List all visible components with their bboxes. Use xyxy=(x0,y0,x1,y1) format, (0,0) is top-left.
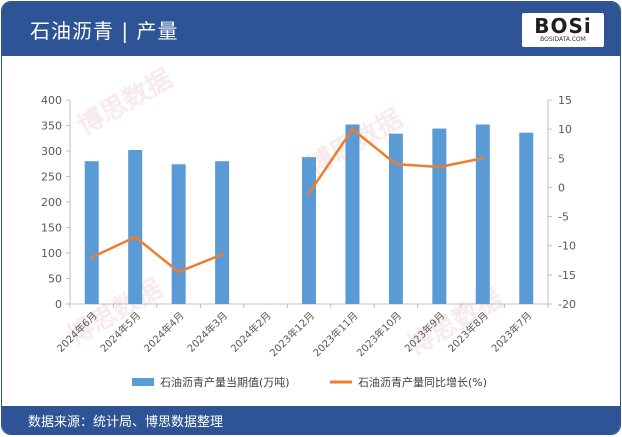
bar xyxy=(215,161,230,304)
production-chart: 0 50 100 150 200 250 300 350 400 -20 -15 -10 -5 0 5 10 1… xyxy=(41,94,576,389)
header-bar: 石油沥青 | 产量 BOSi BOSIDATA.COM xyxy=(2,2,620,56)
x-tick-label: 2023年8月 xyxy=(445,309,491,355)
logo-text: BOSi xyxy=(534,14,592,38)
y-left-tick-label: 150 xyxy=(41,222,62,235)
bar xyxy=(171,164,186,304)
page-title: 石油沥青 | 产量 xyxy=(30,19,179,43)
x-tick-label: 2024年6月 xyxy=(54,309,100,355)
bar xyxy=(388,133,403,304)
y-left-tick-label: 350 xyxy=(41,120,62,133)
y-left-tick-label: 400 xyxy=(41,94,62,107)
x-tick-label: 2024年2月 xyxy=(228,309,274,355)
y-left-tick-label: 250 xyxy=(41,171,62,184)
y-right-tick-label: -10 xyxy=(558,240,576,253)
line-point xyxy=(437,165,441,169)
x-tick-label: 2023年7月 xyxy=(489,309,535,355)
logo-subtext: BOSIDATA.COM xyxy=(540,36,586,43)
line-point xyxy=(307,191,311,195)
line-point xyxy=(220,252,224,256)
line-point xyxy=(350,127,354,131)
bar xyxy=(432,128,447,304)
line-point xyxy=(394,162,398,166)
y-left-tick-label: 200 xyxy=(41,196,62,209)
y-right-tick-label: 10 xyxy=(558,123,572,136)
bosi-logo: BOSi BOSIDATA.COM xyxy=(522,13,604,47)
x-tick-label: 2024年3月 xyxy=(184,309,230,355)
y-left-tick-label: 100 xyxy=(41,247,62,260)
bar xyxy=(302,157,316,304)
legend-line-label: 石油沥青产量同比增长(%) xyxy=(358,375,487,389)
data-source: 数据来源：统计局、博思数据整理 xyxy=(28,415,224,430)
y-left-tick-label: 50 xyxy=(48,273,62,286)
y-right-tick-label: -5 xyxy=(558,211,569,224)
line-point xyxy=(133,235,137,239)
growth-line xyxy=(91,235,223,274)
x-tick-label: 2024年4月 xyxy=(141,309,187,355)
line-point xyxy=(177,270,181,274)
y-left-tick-label: 0 xyxy=(55,298,62,311)
y-right-tick-label: 0 xyxy=(558,181,565,194)
x-tick-label: 2023年9月 xyxy=(402,309,448,355)
x-tick-label: 2023年12月 xyxy=(267,309,317,359)
y-right-tick-label: 5 xyxy=(558,152,565,165)
bar xyxy=(519,132,534,304)
y-right-tick-label: -20 xyxy=(558,298,576,311)
legend-bar-label: 石油沥青产量当期值(万吨) xyxy=(160,375,290,389)
bar xyxy=(475,124,490,304)
y-right-tick-label: 15 xyxy=(558,94,572,107)
line-point xyxy=(90,255,94,259)
y-left-tick-label: 300 xyxy=(41,145,62,158)
x-tick-label: 2024年5月 xyxy=(97,309,143,355)
legend-bar-swatch xyxy=(132,378,154,386)
y-right-tick-label: -15 xyxy=(558,269,576,282)
footer-bar: 数据来源：统计局、博思数据整理 xyxy=(2,406,620,434)
x-tick-label: 2023年11月 xyxy=(310,309,360,359)
bar xyxy=(345,124,360,304)
x-tick-label: 2023年10月 xyxy=(354,309,404,359)
bar xyxy=(128,149,143,304)
bar xyxy=(84,161,99,304)
line-point xyxy=(481,156,485,160)
